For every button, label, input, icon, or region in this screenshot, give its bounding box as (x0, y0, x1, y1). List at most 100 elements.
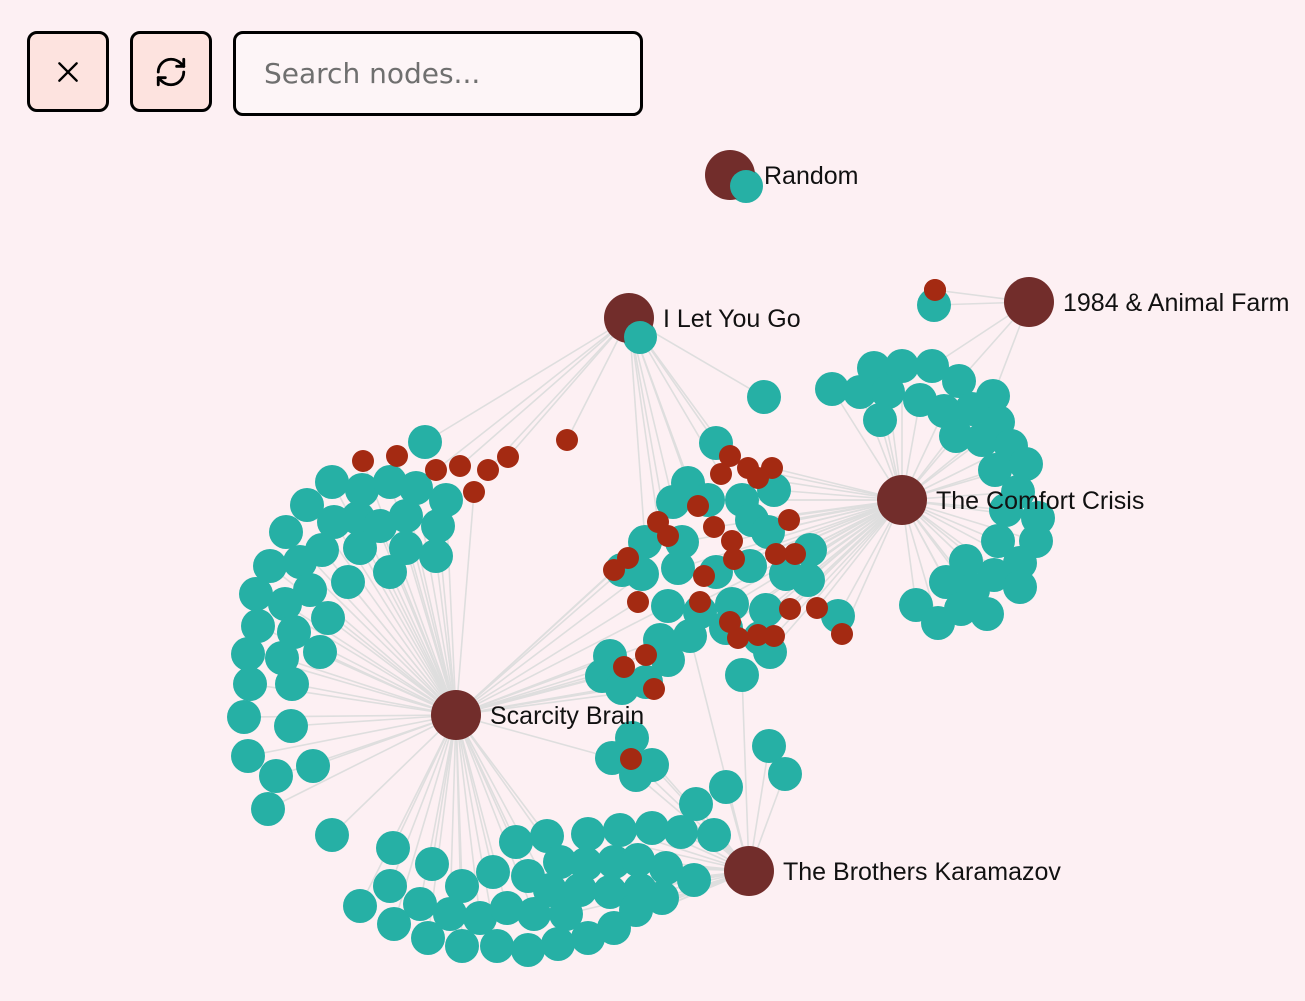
graph-leaf-node[interactable] (269, 515, 303, 549)
graph-leaf-node[interactable] (1009, 447, 1043, 481)
graph-leaf-node[interactable] (376, 831, 410, 865)
graph-leaf-node[interactable] (965, 423, 999, 457)
graph-highlight-node[interactable] (831, 623, 853, 645)
graph-highlight-node[interactable] (924, 279, 946, 301)
graph-highlight-node[interactable] (613, 656, 635, 678)
graph-highlight-node[interactable] (352, 450, 374, 472)
graph-leaf-node[interactable] (241, 609, 275, 643)
graph-highlight-node[interactable] (556, 429, 578, 451)
graph-leaf-node[interactable] (445, 869, 479, 903)
graph-leaf-node[interactable] (283, 545, 317, 579)
graph-highlight-node[interactable] (710, 463, 732, 485)
graph-leaf-node[interactable] (343, 889, 377, 923)
graph-leaf-node[interactable] (571, 817, 605, 851)
graph-leaf-node[interactable] (595, 741, 629, 775)
graph-leaf-node[interactable] (233, 667, 267, 701)
graph-leaf-node[interactable] (345, 473, 379, 507)
graph-leaf-node[interactable] (768, 757, 802, 791)
graph-leaf-node[interactable] (303, 635, 337, 669)
graph-leaf-node[interactable] (399, 471, 433, 505)
graph-leaf-node[interactable] (290, 488, 324, 522)
graph-leaf-node[interactable] (315, 818, 349, 852)
graph-highlight-node[interactable] (693, 565, 715, 587)
graph-leaf-node[interactable] (593, 875, 627, 909)
graph-leaf-node[interactable] (603, 813, 637, 847)
graph-leaf-node[interactable] (268, 587, 302, 621)
graph-leaf-node[interactable] (921, 606, 955, 640)
graph-leaf-node[interactable] (747, 380, 781, 414)
graph-highlight-node[interactable] (425, 459, 447, 481)
graph-leaf-node[interactable] (664, 815, 698, 849)
graph-highlight-node[interactable] (477, 459, 499, 481)
graph-leaf-node[interactable] (1003, 546, 1037, 580)
graph-highlight-node[interactable] (784, 543, 806, 565)
graph-highlight-node[interactable] (727, 627, 749, 649)
graph-highlight-node[interactable] (747, 624, 769, 646)
graph-leaf-node[interactable] (661, 551, 695, 585)
graph-leaf-node[interactable] (651, 643, 685, 677)
graph-leaf-node[interactable] (275, 667, 309, 701)
graph-leaf-node[interactable] (377, 907, 411, 941)
graph-leaf-node[interactable] (419, 539, 453, 573)
graph-leaf-node[interactable] (651, 589, 685, 623)
graph-leaf-node[interactable] (231, 739, 265, 773)
graph-leaf-node[interactable] (569, 847, 603, 881)
graph-leaf-node[interactable] (259, 759, 293, 793)
graph-leaf-node[interactable] (227, 700, 261, 734)
graph-highlight-node[interactable] (657, 525, 679, 547)
hub-node-scarcity-brain[interactable] (431, 690, 481, 740)
graph-leaf-node[interactable] (277, 615, 311, 649)
graph-leaf-node[interactable] (635, 811, 669, 845)
graph-highlight-node[interactable] (779, 598, 801, 620)
graph-leaf-node[interactable] (989, 493, 1023, 527)
search-input[interactable] (233, 31, 643, 116)
graph-leaf-node[interactable] (480, 929, 514, 963)
graph-leaf-node[interactable] (315, 465, 349, 499)
graph-leaf-node[interactable] (296, 749, 330, 783)
hub-node-the-brothers-karamazov[interactable] (724, 846, 774, 896)
graph-leaf-node[interactable] (411, 921, 445, 955)
graph-leaf-node[interactable] (981, 524, 1015, 558)
graph-leaf-node[interactable] (885, 349, 919, 383)
graph-leaf-node[interactable] (815, 372, 849, 406)
graph-leaf-node[interactable] (415, 847, 449, 881)
graph-leaf-node[interactable] (343, 531, 377, 565)
graph-leaf-node[interactable] (490, 891, 524, 925)
graph-leaf-node[interactable] (389, 531, 423, 565)
graph-leaf-node[interactable] (499, 825, 533, 859)
graph-leaf-node[interactable] (955, 392, 989, 426)
graph-highlight-node[interactable] (778, 509, 800, 531)
graph-leaf-node[interactable] (725, 658, 759, 692)
graph-leaf-node[interactable] (679, 787, 713, 821)
graph-leaf-node[interactable] (939, 419, 973, 453)
graph-leaf-node[interactable] (408, 425, 442, 459)
graph-leaf-node[interactable] (677, 863, 711, 897)
graph-highlight-node[interactable] (703, 516, 725, 538)
graph-leaf-node[interactable] (645, 881, 679, 915)
graph-leaf-node[interactable] (433, 897, 467, 931)
graph-leaf-node[interactable] (373, 465, 407, 499)
refresh-button[interactable] (130, 31, 212, 112)
graph-leaf-node[interactable] (274, 709, 308, 743)
graph-leaf-node[interactable] (915, 349, 949, 383)
graph-highlight-node[interactable] (747, 467, 769, 489)
graph-leaf-node[interactable] (533, 873, 567, 907)
graph-leaf-node[interactable] (709, 770, 743, 804)
graph-leaf-node[interactable] (843, 375, 877, 409)
graph-leaf-node[interactable] (871, 375, 905, 409)
graph-leaf-node[interactable] (403, 887, 437, 921)
graph-leaf-node[interactable] (293, 573, 327, 607)
graph-leaf-node[interactable] (476, 855, 510, 889)
graph-highlight-node[interactable] (687, 495, 709, 517)
graph-leaf-node[interactable] (749, 593, 783, 627)
graph-leaf-node[interactable] (517, 897, 551, 931)
graph-highlight-node[interactable] (721, 530, 743, 552)
graph-leaf-node[interactable] (541, 927, 575, 961)
graph-leaf-node[interactable] (265, 641, 299, 675)
graph-leaf-node[interactable] (970, 597, 1004, 631)
graph-leaf-node[interactable] (543, 845, 577, 879)
graph-leaf-node[interactable] (231, 637, 265, 671)
graph-leaf-node[interactable] (363, 509, 397, 543)
graph-leaf-node[interactable] (942, 364, 976, 398)
